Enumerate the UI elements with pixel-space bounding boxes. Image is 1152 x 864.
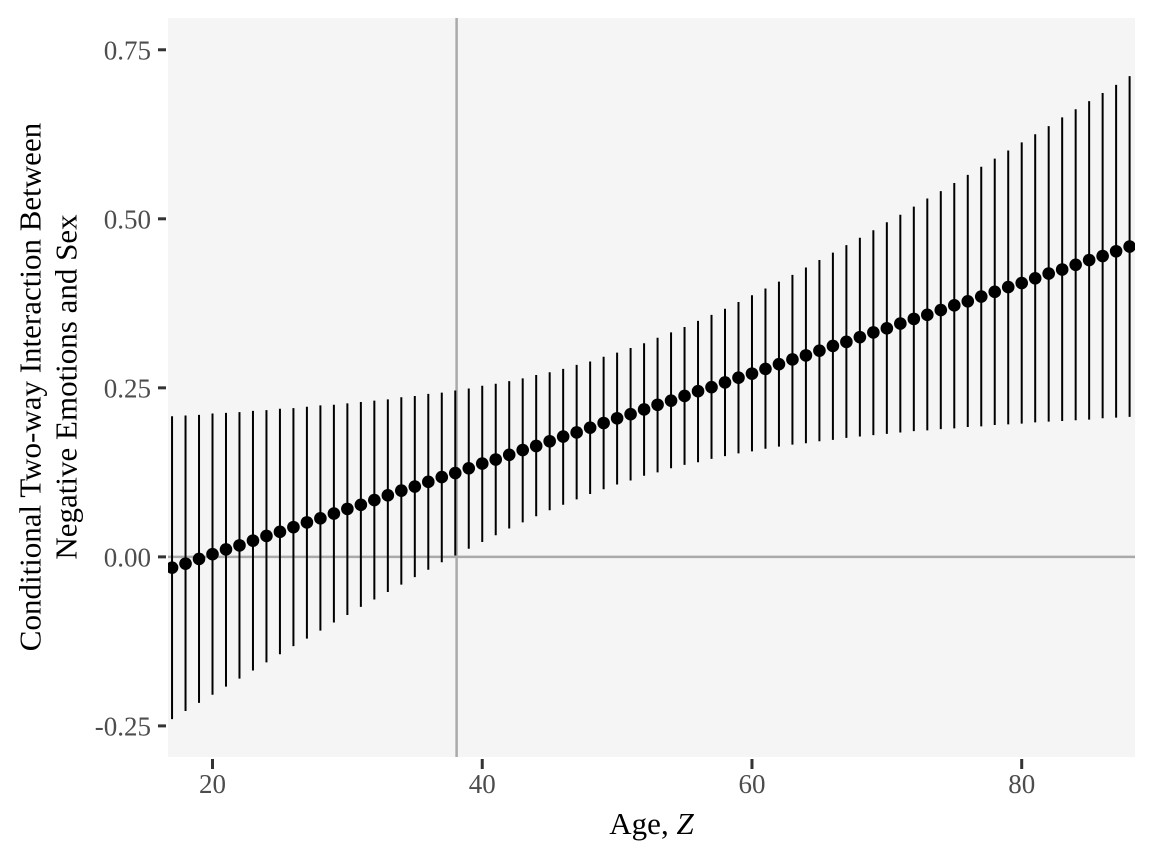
data-point (947, 299, 961, 312)
data-point (570, 426, 583, 439)
data-point (934, 303, 948, 317)
point-group (168, 240, 1135, 574)
data-point (556, 430, 570, 443)
data-point (1123, 240, 1135, 253)
data-point (637, 403, 651, 416)
x-tick-label: 20 (199, 769, 226, 799)
data-point (168, 561, 179, 574)
data-point (179, 557, 192, 570)
data-point (867, 326, 880, 339)
data-point (381, 489, 395, 502)
data-point (273, 525, 287, 539)
data-point (772, 357, 786, 371)
data-point (732, 371, 745, 384)
data-point (1055, 263, 1069, 276)
data-point (516, 443, 530, 457)
data-point (651, 398, 664, 412)
data-point (921, 308, 934, 322)
data-point (705, 380, 718, 394)
x-tick-label: 80 (1008, 769, 1035, 799)
data-point (840, 335, 853, 349)
data-point (718, 376, 732, 389)
tick-mark-group (158, 48, 1024, 769)
data-point (448, 466, 462, 480)
y-axis-title-line-2: Negative Emotions and Sex (48, 214, 84, 560)
y-axis-title-line-1: Conditional Two-way Interaction Between (12, 122, 48, 652)
data-point (1001, 280, 1015, 294)
data-point (583, 421, 597, 435)
data-point (408, 480, 422, 493)
y-tick-label: 0.75 (104, 35, 151, 65)
x-tick-label: 40 (469, 769, 496, 799)
y-tick-label: -0.25 (95, 711, 151, 741)
data-point (853, 330, 867, 344)
data-point (300, 516, 314, 529)
data-point (233, 539, 246, 552)
data-point (368, 493, 381, 507)
data-point (246, 534, 260, 547)
x-axis-title-variable: Z (676, 806, 694, 841)
data-point (219, 543, 233, 556)
data-point (489, 453, 503, 466)
data-point (961, 294, 975, 308)
data-point (1109, 244, 1123, 258)
data-point (1069, 258, 1082, 272)
data-point (1096, 249, 1109, 263)
data-point (354, 498, 368, 512)
data-point (1042, 267, 1055, 280)
data-point (759, 362, 772, 376)
data-point (786, 353, 799, 366)
data-point (529, 439, 543, 453)
data-point (974, 290, 988, 303)
data-point (327, 507, 341, 520)
y-tick-label: 0.25 (104, 373, 151, 403)
data-point (206, 547, 219, 561)
data-point (287, 520, 300, 534)
data-point (421, 475, 435, 489)
data-point (664, 394, 678, 407)
x-tick-label: 60 (738, 769, 765, 799)
data-point (462, 461, 476, 475)
tick-label-group: 20 40 60 80 -0.25 0.00 0.25 0.50 0.75 (95, 35, 1035, 799)
data-point (691, 384, 705, 398)
y-tick-label: 0.50 (104, 204, 151, 234)
data-point (435, 470, 449, 484)
data-point (894, 317, 907, 330)
panel-background (168, 18, 1135, 757)
data-point (799, 349, 813, 362)
y-tick-label: 0.00 (104, 542, 151, 572)
data-point (543, 434, 556, 448)
data-point (475, 457, 489, 470)
data-point (813, 344, 826, 357)
data-point (1082, 253, 1096, 267)
x-axis-title: Age, Z (168, 806, 1135, 842)
data-point (597, 416, 610, 430)
data-point (745, 367, 759, 380)
x-axis-title-text: Age, (609, 806, 677, 841)
data-point (624, 407, 637, 421)
data-point (341, 502, 354, 516)
data-point (314, 512, 327, 525)
data-point (395, 484, 408, 497)
data-point (678, 389, 691, 403)
data-point (260, 529, 273, 543)
data-point (880, 322, 894, 335)
data-point (826, 339, 840, 353)
data-point (610, 411, 624, 425)
data-point (502, 448, 516, 462)
data-point (988, 285, 1002, 299)
y-axis-title: Conditional Two-way Interaction Between … (13, 18, 85, 757)
data-point (192, 552, 206, 566)
data-point (1015, 276, 1029, 290)
data-point (1028, 272, 1042, 285)
data-point (907, 312, 921, 326)
